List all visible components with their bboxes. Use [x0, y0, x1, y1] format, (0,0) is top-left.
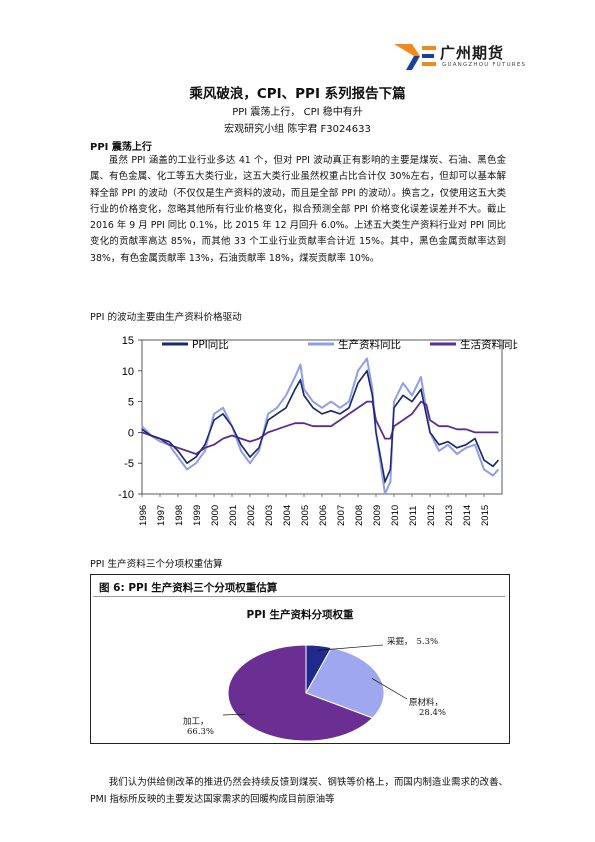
x-tick-label: 2005: [300, 505, 311, 526]
legend-label: PPI同比: [192, 338, 229, 351]
x-tick-label: 2006: [318, 505, 329, 526]
legend-label: 生产资料同比: [338, 338, 401, 351]
pie-leader-line: [371, 678, 408, 700]
brand-name-en: GUANGZHOU FUTURES: [442, 62, 527, 68]
series-line-1-front: [141, 369, 499, 485]
pie-label-name: 采掘，: [387, 637, 413, 647]
pie-label-3: 加工， 66.3%: [183, 715, 214, 737]
ppi-line-chart: 15 10 5 0 -5 -10 1996 1997 1998 1999 2000 2001 2002 2…: [118, 335, 518, 526]
y-tick-label: 10: [122, 366, 134, 378]
pie-figure-frame: 图 6: PPI 生产资料三个分项权重估算 PPI 生产资料分项权重 采掘， 5.…: [90, 574, 510, 744]
pie-label-value: 5.3%: [416, 637, 439, 647]
x-tick-label: 2013: [444, 505, 455, 526]
pie-label-value: 66.3%: [187, 727, 215, 737]
x-tick-label: 2002: [246, 505, 257, 526]
legend-label: 生活资料同比: [460, 338, 518, 351]
x-tick-label: 2010: [390, 505, 401, 526]
pie-label-1: 采掘， 5.3%: [387, 635, 438, 647]
x-tick-label: 2004: [282, 505, 293, 526]
pie-leader-line: [222, 713, 245, 716]
x-tick-label: 2007: [336, 505, 347, 526]
x-tick-label: 2011: [408, 506, 419, 526]
y-tick-label: -5: [124, 458, 134, 470]
chart-caption-ppi-lines: PPI 的波动主要由生产资料价格驱动: [90, 312, 242, 323]
pie-leader-line: [317, 644, 384, 651]
author-line: 宏观研究小组 陈宇君 F3024633: [224, 124, 371, 135]
figure-label: 图 6: PPI 生产资料三个分项权重估算: [99, 582, 278, 594]
y-tick-label: 5: [128, 397, 134, 409]
section-heading: PPI 震荡上行: [90, 142, 152, 153]
pie-label-name: 原材料，: [409, 698, 444, 708]
y-tick-label: 0: [128, 427, 134, 439]
x-tick-label: 1999: [192, 505, 203, 526]
pie-label-value: 28.4%: [419, 708, 447, 718]
pie-title: PPI 生产资料分项权重: [246, 609, 354, 621]
pie-label-name: 加工，: [183, 717, 209, 727]
x-tick-label: 1996: [138, 505, 149, 526]
x-tick-label: 2003: [264, 505, 275, 526]
x-tick-label: 2000: [210, 505, 221, 526]
footer-paragraph: 我们认为供给侧改革的推进仍然会持续反馈到煤炭、钢铁等价格上，而国内制造业需求的改…: [90, 777, 508, 805]
body-paragraph: 虽然 PPI 涵盖的工业行业多达 41 个，但对 PPI 波动真正有影响的主要是…: [90, 155, 506, 264]
pie-slice-2: [305, 647, 385, 719]
chart-caption-pie: PPI 生产资料三个分项权重估算: [90, 559, 223, 570]
x-tick-label: 2008: [354, 505, 365, 526]
pie-chart: [222, 644, 408, 742]
pie-slice-3: [227, 644, 374, 742]
x-tick-label: 2001: [228, 505, 239, 526]
brand-name-cn: 广州期货: [440, 44, 505, 62]
subtitle: PPI 震荡上行， CPI 稳中有升: [232, 107, 363, 118]
x-tick-label: 2014: [462, 505, 473, 526]
pie-label-2: 原材料， 28.4%: [409, 696, 446, 718]
report-title: 乘风破浪，CPI、PPI 系列报告下篇: [189, 86, 406, 102]
series-line-2: [141, 357, 500, 495]
x-tick-label: 2012: [426, 505, 437, 526]
company-logo: [394, 44, 436, 70]
x-tick-label: 1998: [174, 505, 185, 526]
x-tick-label: 2015: [480, 505, 491, 526]
plot-frame: [141, 339, 503, 495]
series-line-3: [141, 400, 499, 455]
x-tick-label: 1997: [156, 505, 167, 526]
y-tick-label: -10: [118, 489, 134, 501]
x-tick-label: 2009: [372, 505, 383, 526]
y-tick-label: 15: [122, 335, 134, 347]
